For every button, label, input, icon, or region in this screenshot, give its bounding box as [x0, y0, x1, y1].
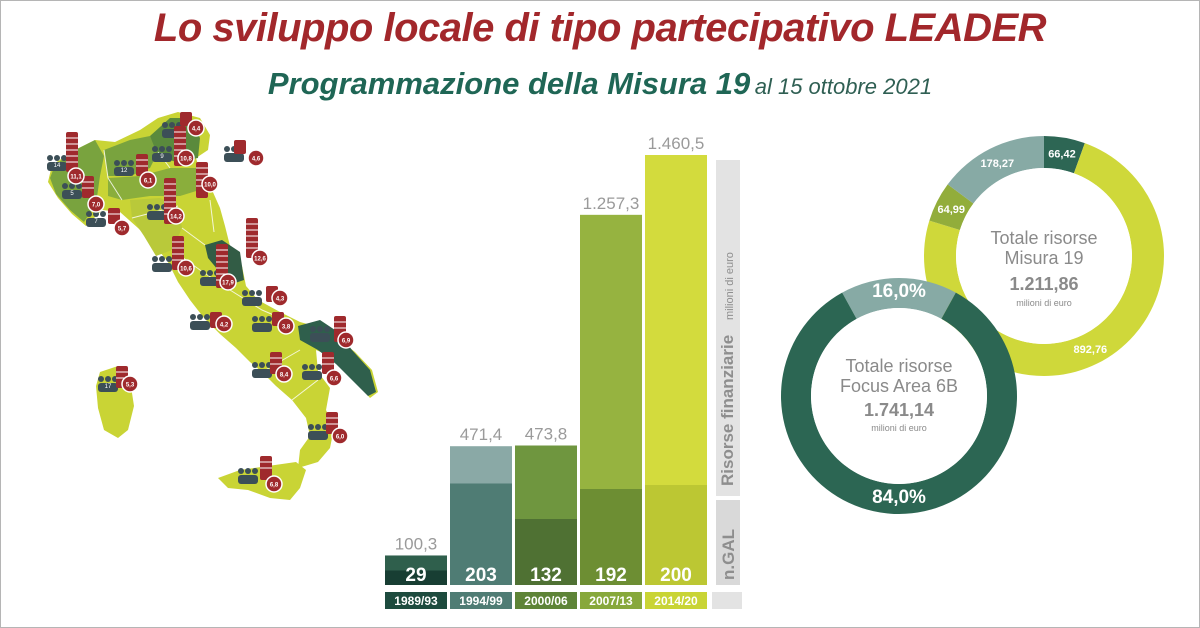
donut-misura19-hole	[956, 168, 1132, 344]
gal-value-label: 192	[595, 565, 627, 586]
period-label-bg	[515, 592, 577, 609]
subtitle-main: Programmazione della Misura 19	[267, 66, 751, 101]
donut-fa6b-subtitle: Focus Area 6B	[840, 376, 958, 396]
donut-misura19-unit: milioni di euro	[1016, 298, 1072, 308]
donut-slice	[929, 184, 974, 231]
resource-value-label: 1.460,5	[648, 134, 705, 153]
period-label: 2000/06	[524, 594, 568, 608]
gal-bar	[450, 483, 512, 585]
resource-value-label: 100,3	[395, 534, 438, 553]
donut-slice-label: 178,27	[980, 158, 1014, 170]
page-subtitle: Programmazione della Misura 19 al 15 ott…	[0, 66, 1200, 102]
donut-slice	[1044, 136, 1085, 174]
donut-fa6b-hole	[811, 308, 987, 484]
gal-value-label: 200	[660, 565, 692, 586]
donut-fa6b-unit: milioni di euro	[871, 423, 927, 433]
donut-fa6b-title: Totale risorse	[845, 356, 952, 376]
gal-axis-label: n.GAL	[719, 529, 738, 580]
page-title: Lo sviluppo locale di tipo partecipativo…	[153, 6, 1047, 50]
donut-slice	[947, 136, 1044, 204]
donut-focus-area-6b: 16,0% 84,0%	[781, 278, 1017, 515]
donut-fa6b-total: 1.741,14	[864, 400, 934, 420]
resources-axis-unit: milioni di euro	[724, 252, 736, 320]
donut-misura19: 66,42 892,76 64,99 178,27	[924, 136, 1164, 376]
period-label: 1994/99	[459, 594, 503, 608]
donut-slice-label: 892,76	[1074, 344, 1108, 356]
subtitle-date: al 15 ottobre 2021	[754, 74, 933, 99]
resource-value-label: 473,8	[525, 425, 568, 444]
period-label: 1989/93	[394, 594, 438, 608]
gal-value-label: 203	[465, 565, 497, 586]
donut-misura19-total: 1.211,86	[1009, 274, 1078, 294]
period-label: 2007/13	[589, 594, 633, 608]
period-label-bg	[580, 592, 642, 609]
x-axis-end-cell	[712, 592, 742, 609]
donut-slice-label: 64,99	[937, 204, 965, 216]
period-label-bg	[385, 592, 447, 609]
gal-value-label: 29	[405, 565, 426, 586]
resources-axis-label: Risorse finanziarie	[718, 335, 737, 486]
donut-slice-label: 84,0%	[872, 487, 926, 508]
period-label-bg	[645, 592, 707, 609]
period-label-bg	[450, 592, 512, 609]
donut-misura19-subtitle: Misura 19	[1004, 248, 1083, 268]
gal-bar	[580, 489, 642, 585]
period-label: 2014/20	[654, 594, 698, 608]
resources-axis-band	[716, 160, 740, 496]
gal-bar	[645, 485, 707, 585]
donut-slice-label: 16,0%	[872, 281, 926, 302]
bars-group: 100,3 29 1989/93 471,4 203 1994/99 473,8 132 200…	[385, 134, 707, 609]
gal-axis-band	[716, 500, 740, 585]
resource-value-label: 1.257,3	[583, 194, 640, 213]
donut-slice-label: 66,42	[1048, 149, 1076, 161]
gal-value-label: 132	[530, 565, 562, 586]
resource-value-label: 471,4	[460, 425, 503, 444]
donut-slice	[842, 278, 956, 319]
gal-bar	[385, 570, 447, 585]
gal-bar	[515, 519, 577, 585]
donut-misura19-title: Totale risorse	[990, 228, 1097, 248]
